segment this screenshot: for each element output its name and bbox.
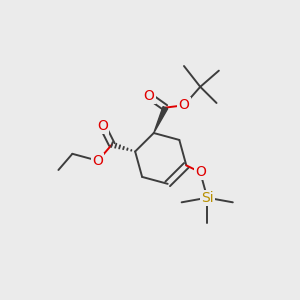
Text: Si: Si [201,191,214,205]
Text: O: O [144,89,154,103]
Text: O: O [178,98,189,112]
Text: O: O [195,165,206,179]
Polygon shape [154,106,168,133]
Text: O: O [92,154,104,168]
Text: O: O [97,119,108,133]
